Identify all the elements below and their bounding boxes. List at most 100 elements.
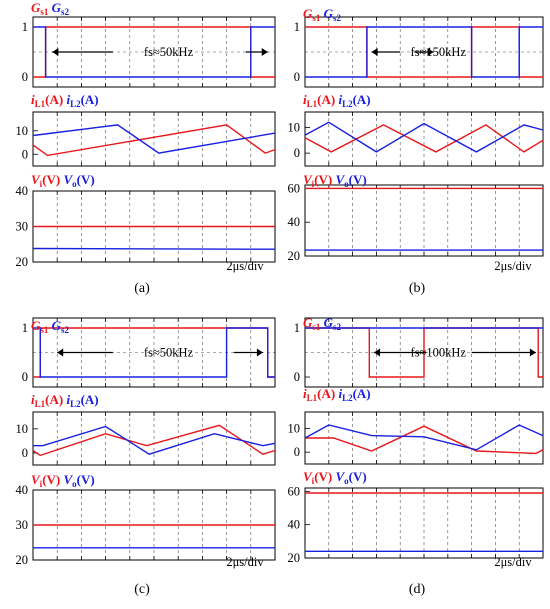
subfigure-label: (a) — [134, 281, 150, 296]
series-Gs1 — [33, 26, 275, 78]
y-tick-label: 10 — [16, 124, 29, 138]
frequency-annotation: fs≈50kHz — [144, 45, 194, 59]
title-part: i — [63, 392, 70, 407]
title-part: i — [63, 92, 70, 107]
title-part: L2 — [342, 393, 353, 403]
time-div-label: 2μs/div — [226, 259, 264, 273]
panel-title: Vi(V) Vo(V) — [31, 472, 95, 489]
time-div-label: 2μs/div — [494, 259, 532, 273]
y-tick-label: 0 — [294, 370, 300, 384]
title-part: o — [344, 476, 349, 486]
y-tick-label: 40 — [288, 518, 301, 532]
y-tick-label: 30 — [16, 220, 29, 234]
title-part: L1 — [307, 393, 318, 403]
arrow-head — [52, 48, 59, 56]
y-tick-label: 1 — [294, 20, 300, 34]
arrow-head — [427, 48, 434, 56]
panel-title: Vi(V) Vo(V) — [303, 172, 367, 189]
title-part: V — [31, 472, 41, 487]
title-part: i — [335, 386, 342, 401]
title-part: i — [303, 386, 307, 401]
title-part: (V) — [77, 472, 95, 487]
y-tick-label: 10 — [288, 120, 301, 134]
y-tick-label: 20 — [16, 255, 29, 269]
series-Gs2 — [305, 26, 543, 78]
y-tick-label: 0 — [294, 70, 300, 84]
panel-title: iL1(A) iL2(A) — [303, 92, 371, 109]
y-tick-label: 40 — [16, 483, 29, 497]
series-iL1 — [32, 124, 276, 157]
title-part: V — [332, 469, 345, 484]
y-tick-label: 1 — [22, 20, 28, 34]
series-iL1 — [32, 424, 276, 457]
title-part: i — [40, 479, 43, 489]
title-part: L1 — [35, 99, 46, 109]
frequency-annotation: fs≈150kHz — [411, 45, 467, 59]
series-iL2 — [304, 121, 544, 153]
title-part: i — [312, 179, 315, 189]
y-tick-label: 10 — [16, 422, 29, 436]
series-iL2 — [32, 124, 276, 154]
title-part: s1 — [312, 13, 321, 23]
title-part: (V) — [77, 172, 95, 187]
y-tick-label: 40 — [16, 184, 29, 198]
title-part: (A) — [45, 392, 63, 407]
panel-title: Gs1 Gs2 — [303, 315, 342, 332]
subfigure-label: (c) — [134, 582, 150, 597]
title-part: i — [335, 92, 342, 107]
title-part: i — [303, 92, 307, 107]
title-part: G — [320, 315, 333, 330]
title-part: s2 — [333, 322, 342, 332]
y-tick-label: 20 — [288, 551, 301, 565]
y-tick-label: 20 — [16, 553, 29, 567]
arrow-head — [374, 348, 381, 357]
arrow-head — [371, 48, 378, 56]
subfigure-label: (b) — [409, 281, 426, 296]
y-tick-label: 0 — [22, 70, 28, 84]
title-part: L2 — [70, 99, 81, 109]
title-part: G — [31, 0, 41, 15]
title-part: s1 — [40, 325, 49, 335]
panel-title: iL1(A) iL2(A) — [303, 386, 371, 403]
title-part: (V) — [314, 469, 332, 484]
title-part: (A) — [353, 386, 371, 401]
title-part: L1 — [35, 399, 46, 409]
title-part: i — [312, 476, 315, 486]
title-part: L2 — [342, 99, 353, 109]
panel-title: Gs1 Gs2 — [31, 0, 70, 17]
panel-title: Vi(V) Vo(V) — [31, 172, 95, 189]
time-div-label: 2μs/div — [494, 555, 532, 569]
y-tick-label: 10 — [288, 422, 301, 436]
y-tick-label: 40 — [288, 215, 301, 229]
title-part: (A) — [353, 92, 371, 107]
panel-title: iL1(A) iL2(A) — [31, 92, 99, 109]
arrow-head — [261, 48, 268, 56]
y-tick-label: 0 — [22, 147, 28, 161]
title-part: G — [31, 318, 41, 333]
y-tick-label: 30 — [16, 518, 29, 532]
y-tick-label: 60 — [288, 181, 301, 195]
panel-title: iL1(A) iL2(A) — [31, 392, 99, 409]
title-part: (A) — [81, 392, 99, 407]
title-part: (V) — [314, 172, 332, 187]
panel-title: Vi(V) Vo(V) — [303, 469, 367, 486]
title-part: G — [303, 6, 313, 21]
title-part: (A) — [317, 92, 335, 107]
title-part: (V) — [42, 172, 60, 187]
title-part: i — [40, 179, 43, 189]
title-part: G — [48, 0, 61, 15]
title-part: (V) — [42, 472, 60, 487]
title-part: G — [320, 6, 333, 21]
title-part: V — [303, 172, 313, 187]
subfigure-label: (d) — [409, 582, 426, 597]
